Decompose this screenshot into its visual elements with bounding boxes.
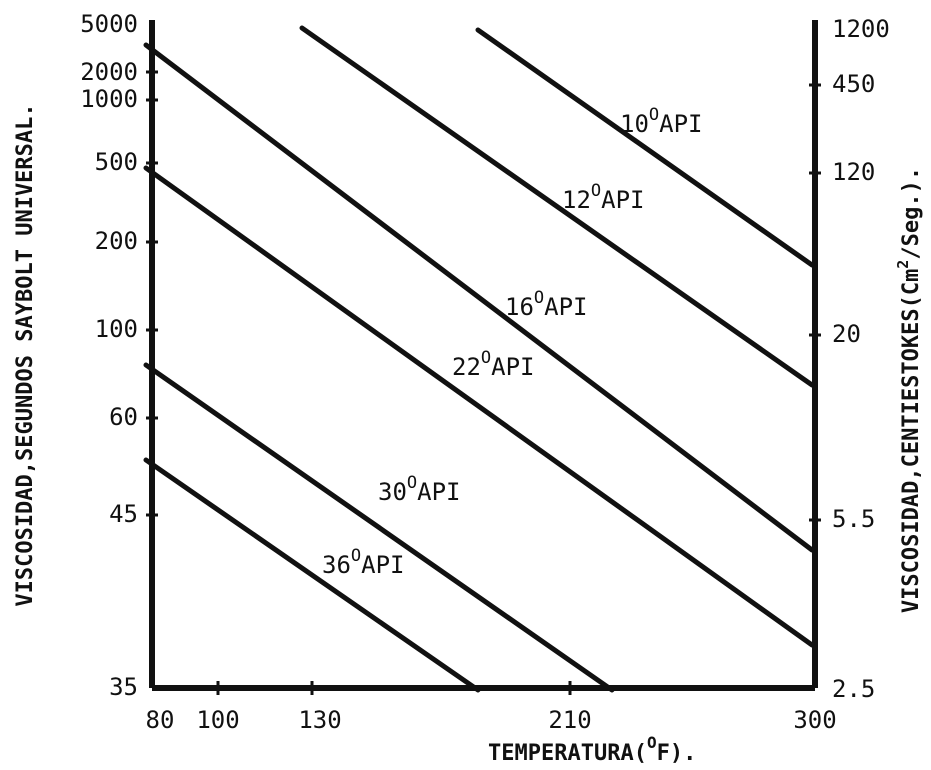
y-right-tick-label: 2.5 bbox=[832, 675, 875, 703]
series-line-10-api bbox=[475, 27, 815, 268]
chart-axes bbox=[149, 20, 818, 691]
y-left-tick-label: 60 bbox=[109, 403, 138, 431]
series-line-16-api bbox=[143, 42, 815, 553]
y-left-tick-label: 200 bbox=[95, 227, 138, 255]
y-left-tick-label: 1000 bbox=[80, 85, 138, 113]
y-left-tick-label: 5000 bbox=[80, 10, 138, 38]
series-label-10-api: 10OAPI bbox=[620, 105, 703, 138]
y-right-tick-label: 20 bbox=[832, 320, 861, 348]
chart-titles: TEMPERATURA(OF). VISCOSIDAD,SEGUNDOS SAYB… bbox=[13, 103, 924, 766]
series-label-36-api: 36OAPI bbox=[322, 546, 405, 579]
y-right-axis-title: VISCOSIDAD,CENTIESTOKES(Cm2/Seg.). bbox=[894, 167, 924, 613]
x-tick-label: 100 bbox=[196, 706, 239, 734]
y-right-tick-label: 120 bbox=[832, 158, 875, 186]
y-left-tick-label: 35 bbox=[109, 673, 138, 701]
y-left-tick-label: 100 bbox=[95, 315, 138, 343]
x-axis-title: TEMPERATURA(OF). bbox=[488, 733, 696, 766]
x-tick-label: 130 bbox=[298, 706, 341, 734]
series-label-30-api: 30OAPI bbox=[378, 473, 461, 506]
series-line-22-api bbox=[143, 165, 815, 648]
y-left-tick-label: 45 bbox=[109, 500, 138, 528]
x-tick-label: 80 bbox=[146, 706, 175, 734]
chart-series bbox=[143, 25, 815, 693]
y-right-tick-label: 450 bbox=[832, 70, 875, 98]
y-left-axis-title: VISCOSIDAD,SEGUNDOS SAYBOLT UNIVERSAL. bbox=[13, 103, 38, 606]
series-line-30-api bbox=[143, 362, 615, 693]
series-label-22-api: 22OAPI bbox=[452, 348, 535, 381]
x-tick-label: 300 bbox=[793, 706, 836, 734]
series-label-16-api: 16OAPI bbox=[505, 288, 588, 321]
x-tick-label: 210 bbox=[548, 706, 591, 734]
y-right-tick-label: 1200 bbox=[832, 15, 890, 43]
y-left-tick-label: 2000 bbox=[80, 58, 138, 86]
y-left-tick-label: 500 bbox=[95, 148, 138, 176]
series-line-12-api bbox=[299, 25, 815, 388]
chart-labels: 10OAPI 12OAPI 16OAPI 22OAPI 30OAPI 36OAPI bbox=[322, 105, 703, 579]
series-label-12-api: 12OAPI bbox=[562, 181, 645, 214]
y-right-tick-label: 5.5 bbox=[832, 505, 875, 533]
series-line-36-api bbox=[143, 457, 481, 693]
